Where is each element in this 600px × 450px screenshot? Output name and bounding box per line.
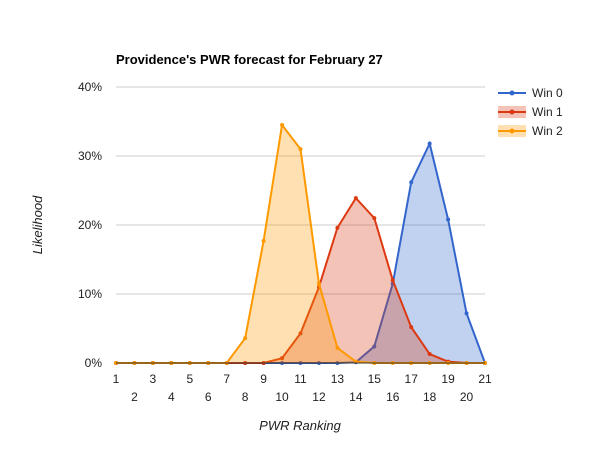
data-point	[316, 281, 321, 286]
y-tick-label: 0%	[85, 356, 103, 370]
data-point	[409, 325, 414, 330]
data-point	[427, 141, 432, 146]
y-tick-label: 10%	[78, 287, 102, 301]
data-point	[261, 238, 266, 243]
legend-marker	[509, 90, 515, 96]
chart-title: Providence's PWR forecast for February 2…	[116, 52, 383, 67]
legend-marker	[509, 109, 515, 115]
legend-label: Win 2	[532, 124, 563, 138]
data-point	[353, 196, 358, 201]
x-tick-label: 7	[223, 372, 230, 386]
legend-item-2: Win 1	[498, 105, 563, 119]
x-tick-label: 15	[368, 372, 382, 386]
data-point	[409, 180, 414, 185]
data-point	[390, 278, 395, 283]
x-tick-label: 11	[294, 372, 307, 386]
data-point	[372, 216, 377, 221]
data-point	[280, 122, 285, 127]
legend-item-3: Win 2	[498, 124, 563, 138]
x-tick-label: 13	[331, 372, 345, 386]
x-tick-label: 14	[349, 390, 363, 404]
legend: Win 0 Win 1 Win 2	[498, 86, 563, 138]
x-tick-label: 6	[205, 390, 212, 404]
x-tick-label: 2	[131, 390, 138, 404]
x-tick-label: 5	[186, 372, 193, 386]
x-tick-label: 17	[405, 372, 419, 386]
x-tick-label: 1	[113, 372, 120, 386]
y-tick-label: 40%	[78, 80, 102, 94]
legend-marker	[509, 128, 515, 134]
data-point	[427, 352, 432, 357]
series-area-2	[116, 198, 485, 363]
data-point	[298, 331, 303, 336]
data-point	[243, 336, 248, 341]
data-point	[280, 356, 285, 361]
series-area-3	[116, 124, 485, 363]
x-tick-label: 10	[275, 390, 289, 404]
data-point	[335, 225, 340, 230]
y-axis-label: Likelihood	[30, 195, 45, 254]
legend-item-1: Win 0	[498, 86, 563, 100]
legend-label: Win 1	[532, 105, 563, 119]
y-tick-label: 20%	[78, 218, 102, 232]
legend-label: Win 0	[532, 86, 563, 100]
x-tick-label: 18	[423, 390, 437, 404]
y-axis-ticks: 0% 10% 20% 30% 40%	[78, 80, 102, 370]
x-tick-label: 3	[150, 372, 157, 386]
data-point	[464, 311, 469, 316]
data-point	[446, 217, 451, 222]
x-tick-label: 8	[242, 390, 249, 404]
x-tick-label: 12	[312, 390, 326, 404]
x-tick-label: 4	[168, 390, 175, 404]
x-axis-label: PWR Ranking	[259, 418, 341, 433]
x-tick-label: 20	[460, 390, 474, 404]
x-tick-label: 21	[478, 372, 492, 386]
x-tick-label: 19	[441, 372, 455, 386]
series-areas	[114, 122, 487, 365]
data-point	[372, 344, 377, 349]
data-point	[335, 345, 340, 350]
data-point	[298, 147, 303, 152]
x-tick-label: 16	[386, 390, 400, 404]
y-tick-label: 30%	[78, 149, 102, 163]
x-tick-label: 9	[260, 372, 267, 386]
series-area-1	[116, 143, 485, 363]
